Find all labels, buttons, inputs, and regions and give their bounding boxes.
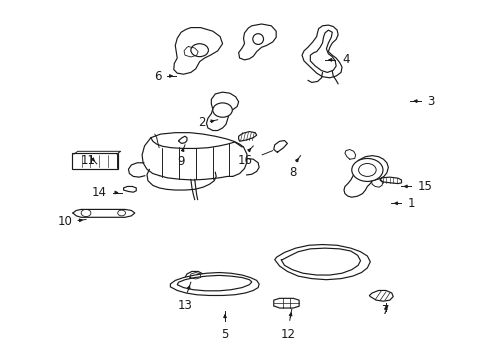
- Polygon shape: [379, 177, 401, 184]
- Circle shape: [81, 210, 91, 217]
- Text: 9: 9: [177, 155, 184, 168]
- Polygon shape: [238, 24, 276, 60]
- Circle shape: [190, 44, 208, 57]
- Polygon shape: [343, 156, 387, 197]
- Circle shape: [358, 163, 375, 176]
- FancyBboxPatch shape: [72, 153, 118, 169]
- Text: 14: 14: [92, 186, 107, 199]
- Text: 12: 12: [280, 328, 295, 341]
- Polygon shape: [177, 275, 251, 291]
- Circle shape: [351, 158, 382, 181]
- Polygon shape: [173, 28, 222, 74]
- Text: 2: 2: [198, 116, 205, 129]
- Circle shape: [212, 103, 232, 117]
- Text: 16: 16: [238, 154, 252, 167]
- Text: 11: 11: [81, 154, 96, 167]
- Text: 7: 7: [382, 304, 389, 317]
- Polygon shape: [238, 132, 256, 141]
- Polygon shape: [123, 186, 136, 192]
- Polygon shape: [170, 273, 259, 296]
- Polygon shape: [206, 92, 238, 131]
- Polygon shape: [274, 244, 369, 280]
- Polygon shape: [368, 291, 392, 301]
- Polygon shape: [184, 271, 204, 282]
- Polygon shape: [302, 25, 341, 78]
- Text: 15: 15: [417, 180, 432, 193]
- Text: 6: 6: [154, 69, 161, 82]
- Polygon shape: [273, 298, 299, 308]
- Polygon shape: [281, 248, 360, 275]
- Text: 8: 8: [289, 166, 296, 179]
- Text: 1: 1: [407, 197, 414, 210]
- Text: 5: 5: [221, 328, 228, 341]
- Text: 4: 4: [341, 53, 349, 66]
- Text: 3: 3: [427, 95, 434, 108]
- Circle shape: [118, 210, 125, 216]
- Polygon shape: [310, 30, 335, 72]
- Text: 13: 13: [177, 299, 192, 312]
- Text: 10: 10: [58, 215, 73, 228]
- Ellipse shape: [252, 34, 263, 44]
